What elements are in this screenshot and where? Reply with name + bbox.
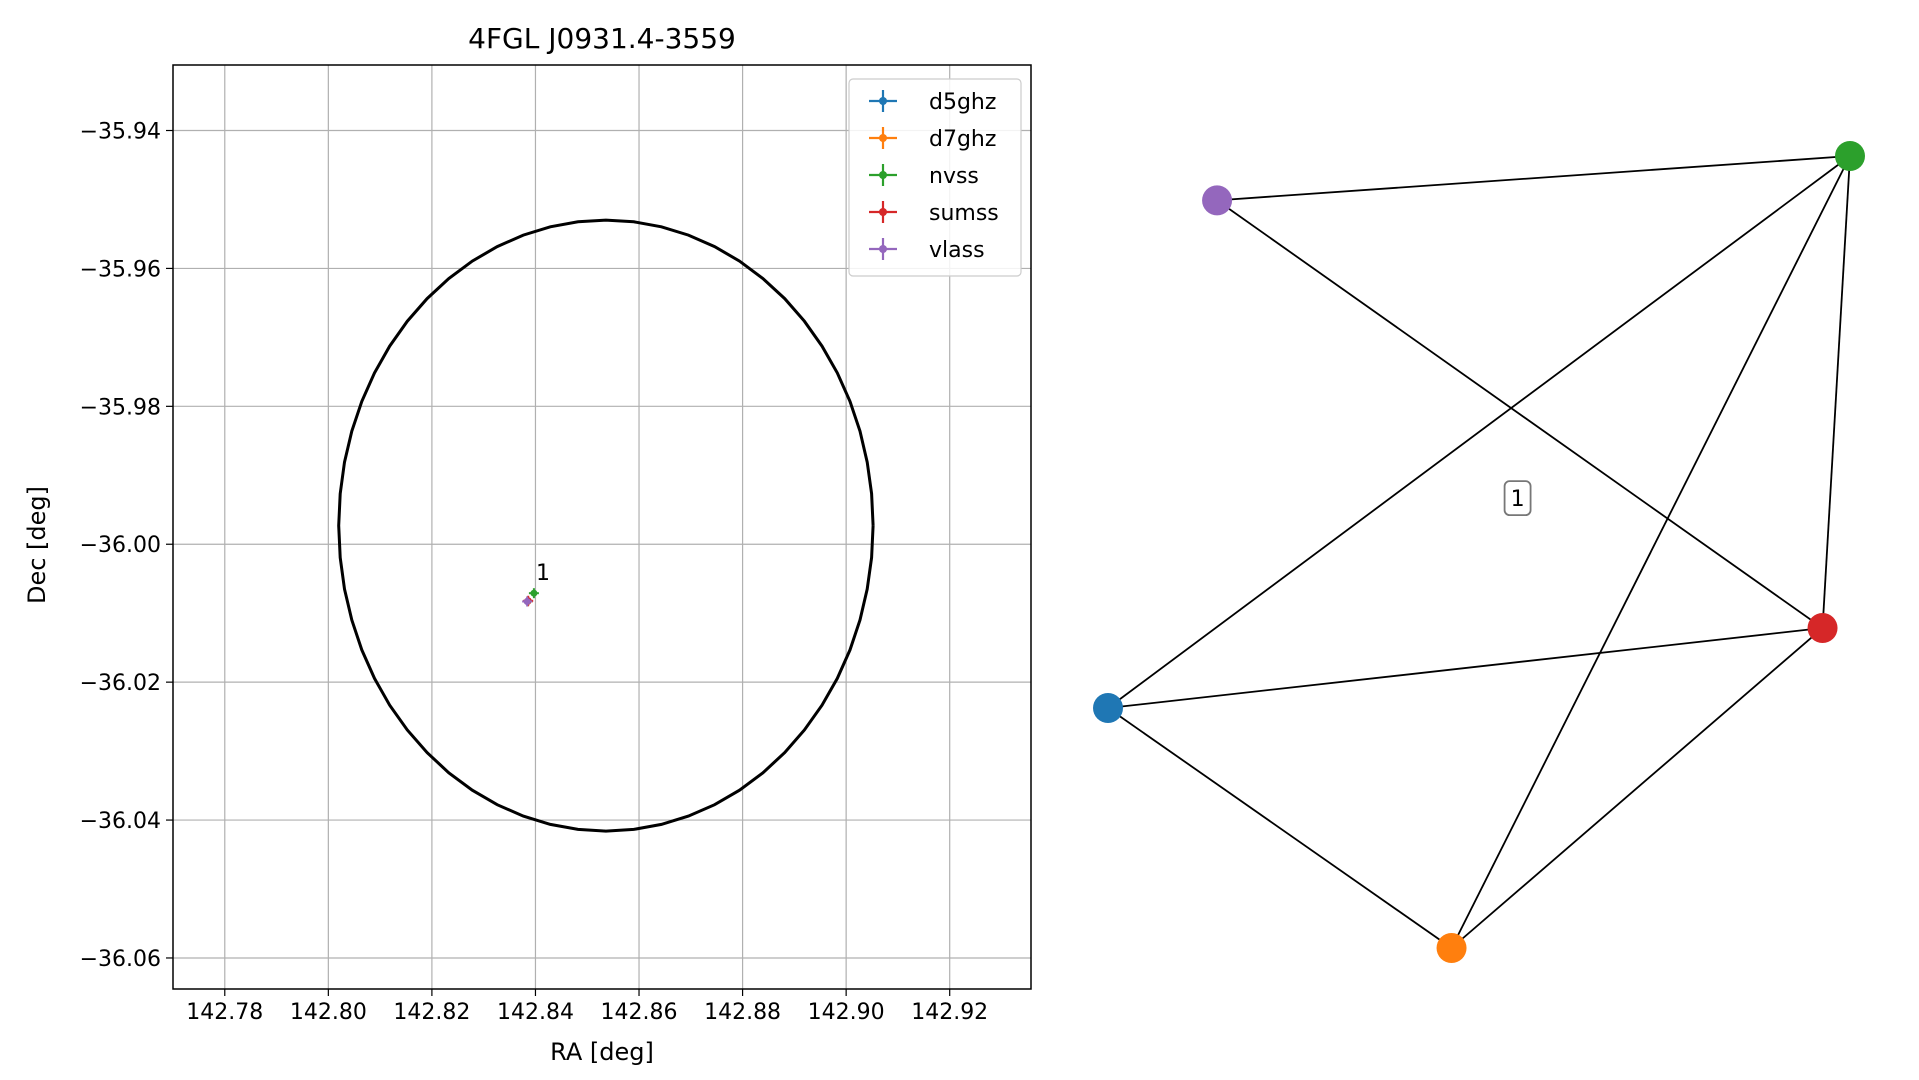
point-vlass: [522, 596, 533, 607]
y-tick-label: −35.98: [80, 395, 161, 420]
legend-swatch-marker: [879, 97, 887, 105]
x-tick-label: 142.86: [601, 1000, 678, 1025]
y-tick-label: −36.06: [80, 947, 161, 972]
uncertainty-ellipse: [337, 218, 875, 833]
network-panel: 1: [1093, 141, 1865, 963]
legend: d5ghz d7ghz nvss sumss vlass: [848, 78, 1022, 277]
y-axis-ticks: −35.94 −35.96 −35.98 −36.00 −36.02 −36.04 −36.…: [80, 120, 173, 972]
network-edges: [1107, 155, 1851, 949]
edge-nvss-sumss: [1821, 155, 1851, 629]
annotation-label: 1: [536, 561, 550, 586]
x-tick-label: 142.80: [290, 1000, 367, 1025]
x-tick-label: 142.88: [704, 1000, 781, 1025]
x-tick-label: 142.84: [497, 1000, 574, 1025]
edge-d5ghz-d7ghz: [1107, 707, 1453, 949]
legend-item-sumss: sumss: [869, 201, 999, 226]
network-nodes: [1093, 141, 1865, 963]
legend-swatch-marker: [879, 245, 887, 253]
node-vlass: [1202, 185, 1233, 216]
legend-label: d7ghz: [929, 127, 996, 152]
legend-item-d7ghz: d7ghz: [869, 127, 996, 152]
plot-frame: [172, 64, 1032, 990]
data-points: [522, 588, 539, 607]
edge-vlass-nvss: [1217, 155, 1851, 202]
annotations: 1: [536, 561, 550, 586]
legend-label: d5ghz: [929, 90, 996, 115]
y-tick-label: −36.02: [80, 671, 161, 696]
legend-box: [848, 78, 1022, 277]
legend-item-vlass: vlass: [869, 238, 985, 263]
x-tick-label: 142.82: [393, 1000, 470, 1025]
legend-label: vlass: [929, 238, 985, 263]
edge-d5ghz-nvss: [1107, 155, 1851, 709]
legend-item-d5ghz: d5ghz: [869, 90, 996, 115]
point-marker: [530, 589, 538, 597]
y-tick-label: −35.96: [80, 257, 161, 282]
edge-d5ghz-sumss: [1107, 627, 1823, 709]
node-sumss: [1807, 613, 1838, 644]
x-tick-label: 142.78: [186, 1000, 263, 1025]
y-tick-label: −35.94: [80, 120, 161, 145]
point-nvss: [528, 588, 539, 599]
x-tick-label: 142.90: [808, 1000, 885, 1025]
node-d7ghz: [1436, 933, 1467, 963]
legend-swatch-marker: [879, 134, 887, 142]
chart-title: 4FGL J0931.4-3559: [468, 22, 736, 55]
legend-label: nvss: [929, 164, 979, 189]
y-axis-label: Dec [deg]: [23, 486, 51, 604]
y-tick-label: −36.04: [80, 809, 161, 834]
scatter-panel: 4FGL J0931.4-3559 1 142.78 142.80 142.82 14…: [23, 22, 1032, 1066]
node-d5ghz: [1093, 693, 1123, 724]
x-tick-label: 142.92: [911, 1000, 988, 1025]
edge-vlass-sumss: [1216, 199, 1824, 629]
legend-swatch-marker: [879, 208, 887, 216]
x-axis-ticks: 142.78 142.80 142.82 142.84 142.86 142.88 142.…: [186, 989, 988, 1025]
legend-label: sumss: [929, 201, 999, 226]
edge-d7ghz-sumss: [1450, 627, 1824, 949]
y-tick-label: −36.00: [80, 533, 161, 558]
legend-item-nvss: nvss: [869, 164, 979, 189]
edge-d7ghz-nvss: [1450, 155, 1851, 949]
legend-swatch-marker: [879, 171, 887, 179]
point-marker: [523, 597, 531, 605]
network-label-box: 1: [1503, 480, 1532, 517]
x-axis-label: RA [deg]: [550, 1038, 654, 1066]
network-label-text: 1: [1511, 487, 1525, 512]
node-nvss: [1835, 141, 1865, 171]
network-label-frame: [1503, 480, 1532, 517]
uncertainty-ellipse-layer: [337, 218, 875, 833]
